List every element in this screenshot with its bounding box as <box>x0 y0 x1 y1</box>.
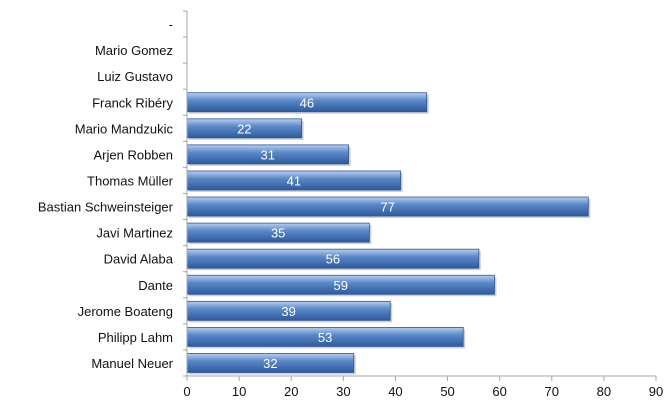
category-label: Philipp Lahm <box>98 330 173 345</box>
x-tick-label: 20 <box>284 384 298 399</box>
category-label: Arjen Robben <box>94 147 174 162</box>
category-label: - <box>169 17 173 32</box>
bar-data-label: 41 <box>287 173 301 188</box>
bar-data-label: 32 <box>263 356 277 371</box>
x-tick-label: 50 <box>440 384 454 399</box>
category-label: Bastian Schweinsteiger <box>38 200 174 215</box>
category-label: Javi Martinez <box>96 226 173 241</box>
category-label: Dante <box>138 278 173 293</box>
category-label: Mario Gomez <box>95 43 173 58</box>
category-label: Luiz Gustavo <box>97 69 173 84</box>
bar-data-label: 77 <box>380 200 394 215</box>
category-label: Mario Mandzukic <box>75 121 174 136</box>
x-axis: 0 10 20 30 40 50 60 70 80 90 <box>183 375 663 399</box>
y-axis <box>183 10 188 377</box>
bar-data-label: 31 <box>261 147 275 162</box>
x-tick-label: 0 <box>183 384 190 399</box>
category-label: Jerome Boateng <box>78 304 173 319</box>
bar-data-label: 39 <box>281 304 295 319</box>
category-label: David Alaba <box>104 252 174 267</box>
category-label: Franck Ribéry <box>92 95 173 110</box>
x-tick-label: 30 <box>336 384 350 399</box>
category-labels: Manuel Neuer Philipp Lahm Jerome Boateng Da… <box>38 17 174 371</box>
bar-series: 32 53 39 59 56 35 77 41 31 22 46 <box>186 92 591 375</box>
category-label: Manuel Neuer <box>91 356 173 371</box>
bar-data-label: 59 <box>333 278 347 293</box>
x-tick-label: 60 <box>492 384 506 399</box>
x-tick-label: 70 <box>545 384 559 399</box>
x-tick-label: 40 <box>388 384 402 399</box>
bar-data-label: 56 <box>326 252 340 267</box>
bar-data-label: 35 <box>271 226 285 241</box>
x-tick-label: 80 <box>597 384 611 399</box>
x-tick-label: 90 <box>649 384 663 399</box>
bar-data-label: 53 <box>318 330 332 345</box>
bar-data-label: 22 <box>237 121 251 136</box>
category-label: Thomas Müller <box>87 173 174 188</box>
x-tick-label: 10 <box>232 384 246 399</box>
bar-data-label: 46 <box>300 95 314 110</box>
